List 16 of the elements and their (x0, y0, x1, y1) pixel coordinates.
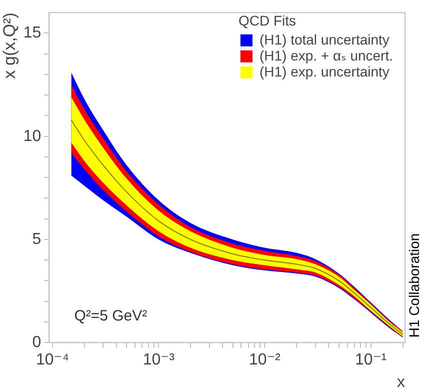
legend-label: (H1) total uncertainty (259, 31, 390, 48)
y-tick-label: 0 (32, 334, 42, 352)
x-tick-label: 10⁻¹ (355, 352, 387, 369)
annotation: Q²=5 GeV² (74, 308, 148, 325)
x-axis-title: x (397, 374, 405, 391)
text: H1 Collaboration (406, 233, 422, 338)
x-tick-label: 10⁻² (248, 352, 282, 369)
x-tick-label: 10⁻³ (142, 352, 176, 369)
y-tick-label: 5 (32, 230, 42, 248)
y-tick-label: 15 (23, 24, 42, 42)
x-tick-label: 10⁻⁴ (36, 352, 70, 369)
legend-title: QCD Fits (238, 12, 296, 28)
legend-label: (H1) exp. uncertainty (259, 63, 390, 80)
y-axis-title: x g(x,Q²) (0, 12, 19, 79)
y-tick-label: 10 (23, 128, 42, 145)
legend-label: (H1) exp. + αₛ uncert. (259, 47, 394, 64)
